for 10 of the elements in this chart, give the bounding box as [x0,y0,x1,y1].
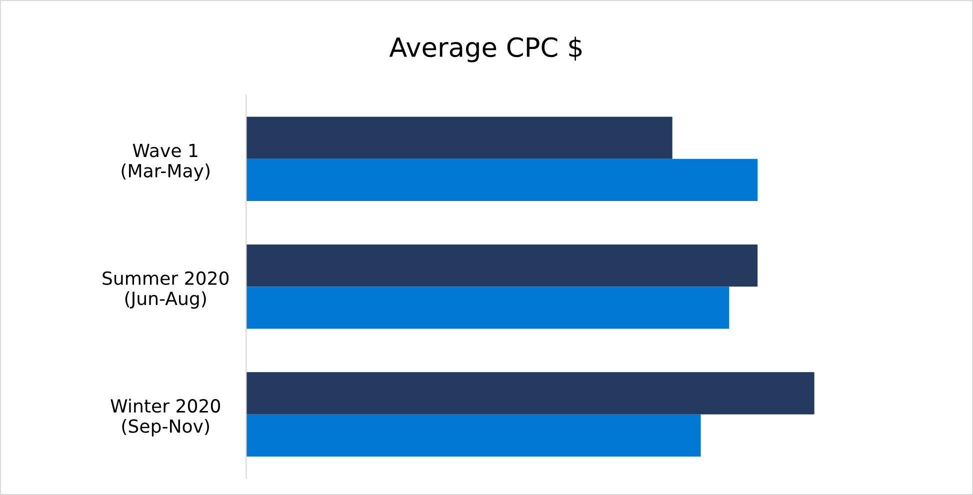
bar [246,414,701,456]
bar [246,116,672,159]
y-tick-label: Wave 1 (Mar-May) [122,144,210,181]
chart-title: Average CPC $ [389,36,582,62]
y-tick-label: Summer 2020 (Jun-Aug) [102,271,229,309]
bar [246,286,730,329]
bar [246,158,758,202]
bar [246,372,814,414]
bar [246,244,758,287]
y-tick-label: Winter 2020 (Sep-Nov) [110,398,220,436]
